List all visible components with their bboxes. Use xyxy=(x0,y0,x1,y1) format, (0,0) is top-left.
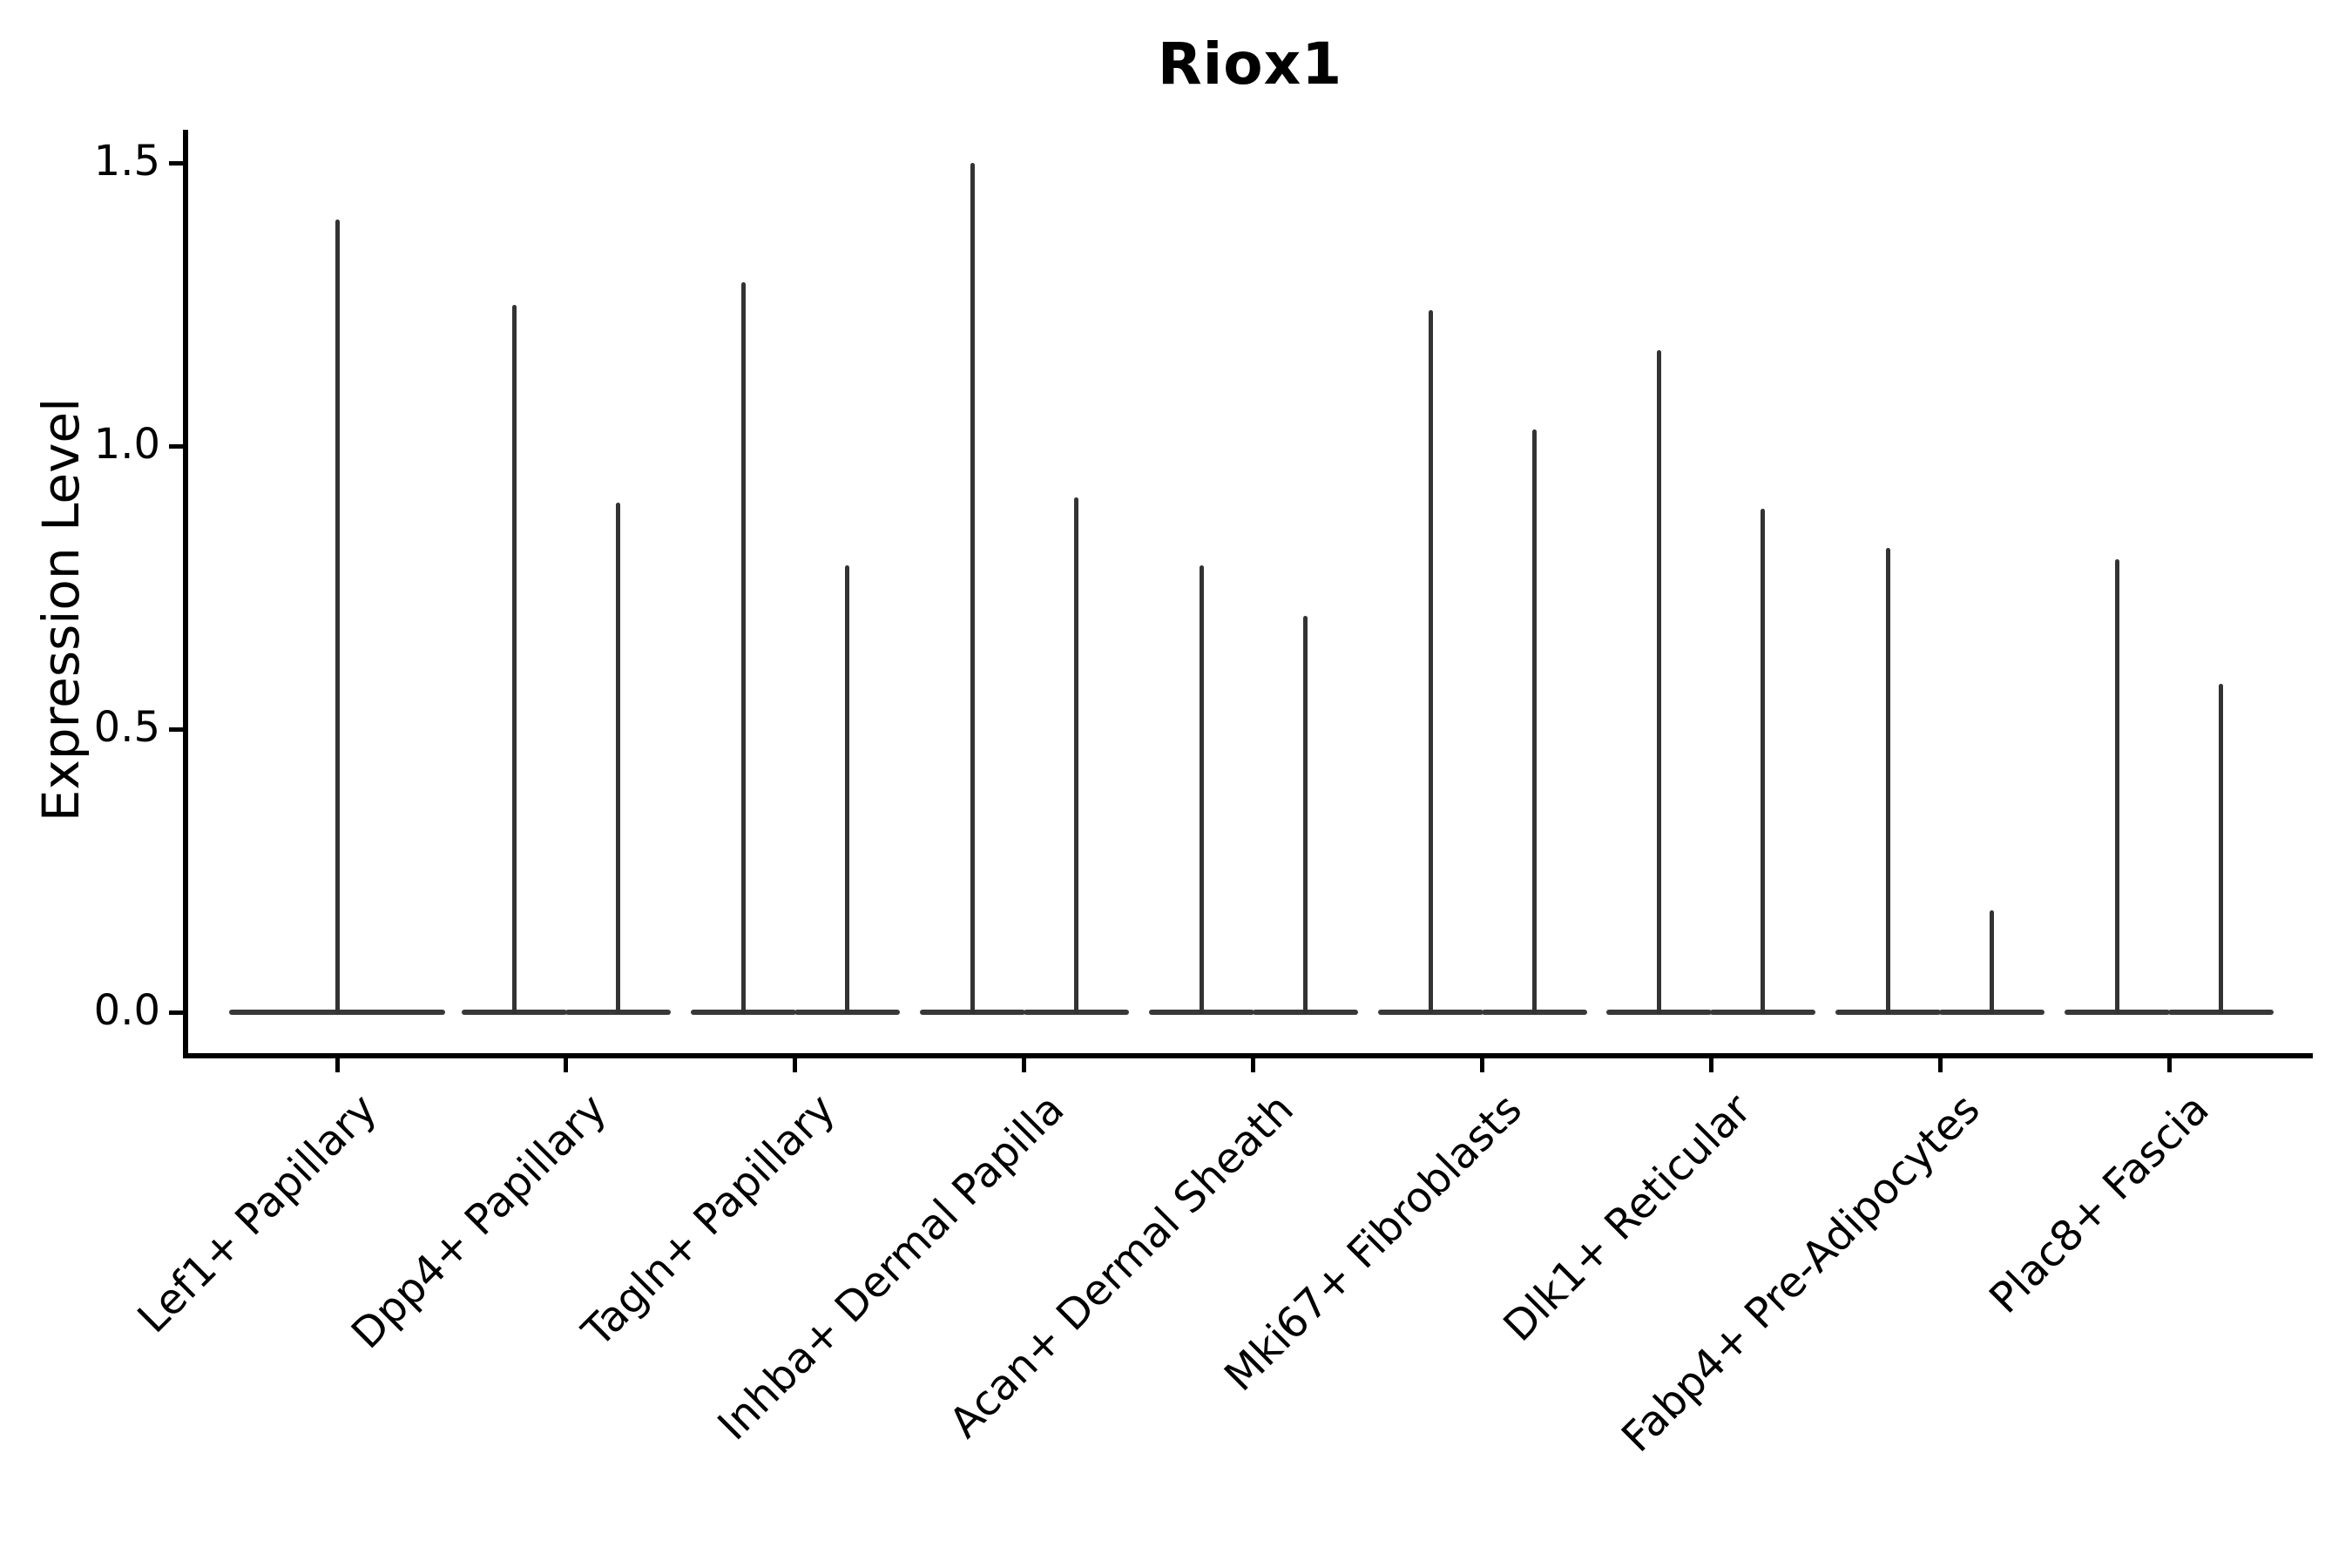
x-tick-label: Dpp4+ Papillary xyxy=(341,1085,616,1359)
x-tick-label: Tagln+ Papillary xyxy=(572,1085,845,1356)
y-tick-mark xyxy=(169,727,183,732)
y-tick-label: 1.5 xyxy=(93,137,160,186)
violin-spike xyxy=(511,304,517,1014)
x-tick-label: Dlk1+ Reticular xyxy=(1494,1085,1761,1351)
x-axis-line xyxy=(183,1053,2313,1058)
x-tick-mark xyxy=(2166,1058,2172,1072)
chart-title: Riox1 xyxy=(1157,30,1343,98)
violin-spike xyxy=(1531,429,1537,1014)
x-tick-mark xyxy=(793,1058,798,1072)
x-tick-mark xyxy=(564,1058,569,1072)
x-tick-mark xyxy=(1708,1058,1713,1072)
y-axis-line xyxy=(183,130,188,1058)
x-tick-mark xyxy=(1937,1058,1943,1072)
x-tick-mark xyxy=(1022,1058,1027,1072)
violin-spike xyxy=(970,163,975,1014)
x-tick-mark xyxy=(1480,1058,1484,1072)
violin-spike xyxy=(740,281,746,1014)
violin-spike xyxy=(1428,310,1433,1014)
violin-spike xyxy=(335,220,340,1014)
violin-spike xyxy=(1073,497,1078,1014)
y-tick-label: 1.0 xyxy=(93,420,160,469)
y-tick-label: 0.5 xyxy=(93,703,160,752)
violin-spike xyxy=(1990,910,1995,1014)
violin-spike xyxy=(2219,684,2224,1014)
y-tick-mark xyxy=(169,443,183,449)
y-tick-mark xyxy=(169,1010,183,1015)
y-tick-mark xyxy=(169,160,183,166)
violin-spike xyxy=(1199,564,1204,1014)
violin-spike xyxy=(1761,508,1766,1014)
violin-spike xyxy=(1302,616,1308,1014)
violin-spike xyxy=(615,503,620,1014)
x-tick-label: Plac8+ Fascia xyxy=(1980,1085,2219,1323)
x-tick-mark xyxy=(335,1058,340,1072)
x-tick-mark xyxy=(1251,1058,1256,1072)
y-tick-label: 0.0 xyxy=(93,986,160,1035)
violin-spike xyxy=(1657,349,1662,1014)
violin-spike xyxy=(844,564,849,1014)
violin-spike xyxy=(1886,548,1891,1014)
violin-spike xyxy=(2115,559,2120,1014)
x-tick-label: Lef1+ Papillary xyxy=(128,1085,387,1343)
